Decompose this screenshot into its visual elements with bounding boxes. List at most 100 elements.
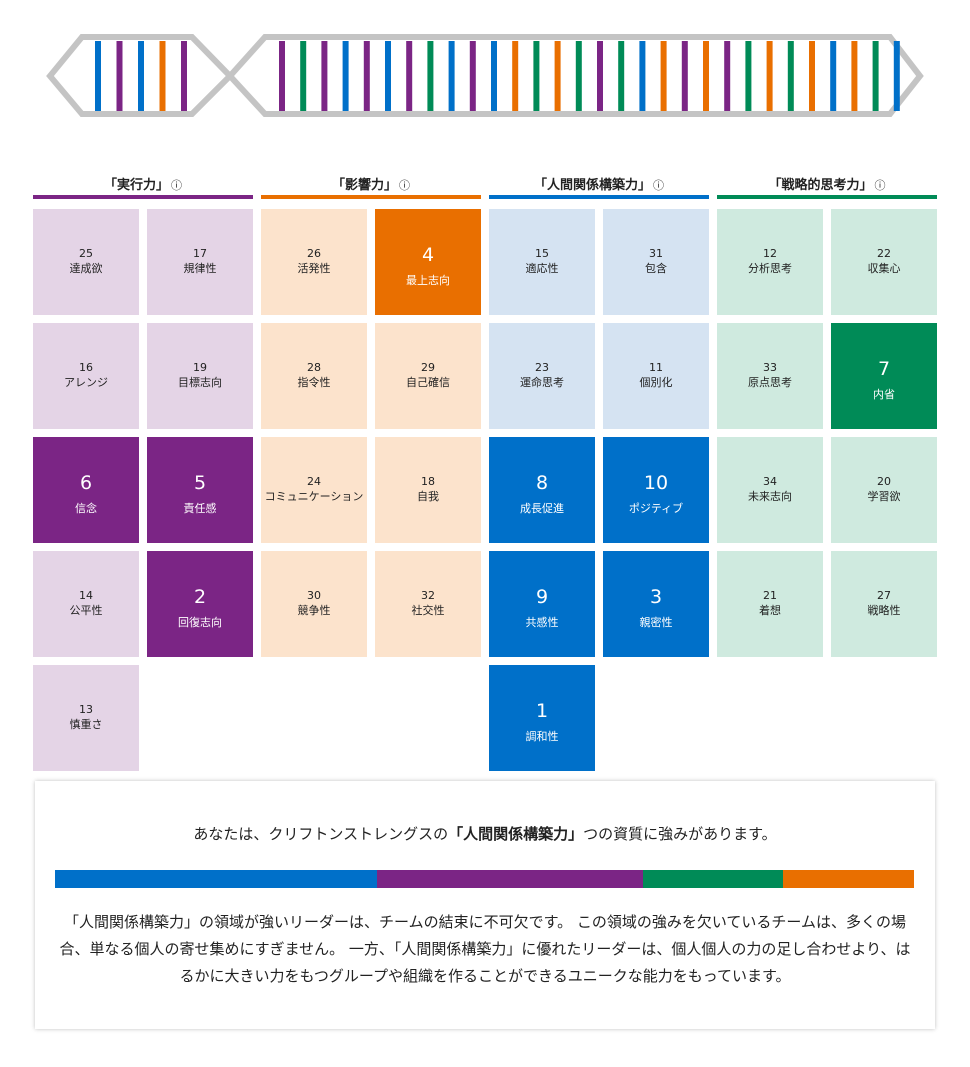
dna-stripe-executing (116, 41, 123, 111)
theme-rank: 34 (763, 475, 777, 488)
info-icon[interactable]: ⓘ (171, 179, 182, 192)
theme-tile[interactable]: 19 目標志向 (147, 323, 253, 429)
theme-tile[interactable]: 10 ポジティブ (603, 437, 709, 543)
theme-name: 包含 (645, 262, 667, 275)
theme-rank: 32 (421, 589, 435, 602)
theme-tile[interactable]: 4 最上志向 (375, 209, 481, 315)
theme-tile[interactable]: 5 責任感 (147, 437, 253, 543)
dna-stripe-influencing (766, 41, 773, 111)
dna-stripe-relationship (893, 41, 900, 111)
domain-color-bar (261, 195, 481, 199)
dna-stripe-strategic (533, 41, 540, 111)
theme-tile[interactable]: 11 個別化 (603, 323, 709, 429)
domain-title: 「実行力」 ⓘ (33, 174, 253, 193)
dna-stripe-strategic (872, 41, 879, 111)
domain-color-bar (33, 195, 253, 199)
theme-tile[interactable]: 32 社交性 (375, 551, 481, 657)
dna-stripe-strategic (618, 41, 625, 111)
theme-tile[interactable]: 6 信念 (33, 437, 139, 543)
theme-name: 責任感 (183, 502, 217, 515)
theme-name: 慎重さ (69, 718, 103, 731)
theme-tile[interactable]: 33 原点思考 (717, 323, 823, 429)
theme-tile[interactable]: 26 活発性 (261, 209, 367, 315)
theme-rank: 33 (763, 361, 777, 374)
theme-tile[interactable]: 31 包含 (603, 209, 709, 315)
theme-name: ポジティブ (628, 502, 684, 515)
theme-name: 着想 (759, 604, 781, 617)
theme-tile[interactable]: 18 自我 (375, 437, 481, 543)
theme-tile[interactable]: 16 アレンジ (33, 323, 139, 429)
domain-title-text: 「影響力」 (331, 178, 397, 193)
theme-tile[interactable]: 28 指令性 (261, 323, 367, 429)
theme-tile[interactable]: 23 運命思考 (489, 323, 595, 429)
dna-stripe-executing (681, 41, 688, 111)
theme-tile[interactable]: 27 戦略性 (831, 551, 937, 657)
theme-name: 学習欲 (867, 490, 901, 503)
theme-tile[interactable]: 17 規律性 (147, 209, 253, 315)
theme-name: 競争性 (297, 604, 331, 617)
dna-stripe-influencing (554, 41, 561, 111)
theme-rank: 17 (193, 247, 207, 260)
theme-name: 運命思考 (520, 376, 564, 389)
theme-tile[interactable]: 15 適応性 (489, 209, 595, 315)
theme-tile[interactable]: 21 着想 (717, 551, 823, 657)
theme-tile[interactable]: 8 成長促進 (489, 437, 595, 543)
theme-tile[interactable]: 20 学習欲 (831, 437, 937, 543)
strengths-dna-graphic (46, 34, 924, 117)
dna-stripe-executing (279, 41, 285, 111)
domain-title-text: 「人間関係構築力」 (533, 178, 651, 193)
theme-rank: 3 (649, 586, 663, 608)
dna-stripe-influencing (851, 41, 858, 111)
theme-name: 最上志向 (406, 274, 450, 287)
theme-tile[interactable]: 24 コミュニケーション (261, 437, 367, 543)
theme-tile[interactable]: 14 公平性 (33, 551, 139, 657)
theme-tile[interactable]: 2 回復志向 (147, 551, 253, 657)
dna-stripe-relationship (342, 41, 349, 111)
theme-rank: 6 (79, 472, 93, 494)
theme-rank: 30 (307, 589, 321, 602)
distribution-segment-executing (377, 870, 644, 888)
theme-tile[interactable]: 13 慎重さ (33, 665, 139, 771)
dna-stripe-relationship (138, 41, 144, 111)
theme-name: 自己確信 (406, 376, 450, 389)
theme-name: 内省 (873, 388, 895, 401)
theme-name: 成長促進 (520, 502, 564, 515)
domain-header-influencing: 「影響力」 ⓘ (261, 172, 481, 199)
distribution-segment-relationship (55, 870, 378, 888)
dna-stripe-relationship (491, 41, 497, 111)
theme-rank: 20 (877, 475, 891, 488)
dna-right-frame (225, 34, 924, 117)
theme-name: 適応性 (525, 262, 559, 275)
theme-tile[interactable]: 30 競争性 (261, 551, 367, 657)
theme-name: 調和性 (525, 730, 559, 743)
info-icon[interactable]: ⓘ (653, 179, 664, 192)
domain-header-strategic: 「戦略的思考力」 ⓘ (717, 172, 937, 199)
distribution-segment-strategic (643, 870, 784, 888)
domain-header-relationship: 「人間関係構築力」 ⓘ (489, 172, 709, 199)
domain-distribution-bar (55, 870, 914, 888)
theme-tile[interactable]: 3 親密性 (603, 551, 709, 657)
theme-tile[interactable]: 1 調和性 (489, 665, 595, 771)
theme-rank: 15 (535, 247, 549, 260)
theme-rank: 21 (763, 589, 777, 602)
info-icon[interactable]: ⓘ (874, 179, 886, 192)
dna-stripe-influencing (703, 41, 709, 111)
theme-rank: 10 (643, 472, 669, 494)
theme-tile[interactable]: 34 未来志向 (717, 437, 823, 543)
theme-tile[interactable]: 25 達成欲 (33, 209, 139, 315)
theme-rank: 2 (193, 586, 207, 608)
dna-stripe-strategic (427, 41, 434, 111)
dna-stripe-executing (724, 41, 731, 111)
theme-name: 自我 (417, 490, 439, 503)
theme-name: 原点思考 (748, 376, 792, 389)
theme-name: 分析思考 (748, 262, 792, 275)
theme-name: 信念 (75, 502, 97, 515)
dna-stripe-influencing (159, 41, 166, 111)
theme-tile[interactable]: 12 分析思考 (717, 209, 823, 315)
theme-tile[interactable]: 7 内省 (831, 323, 937, 429)
domain-title-text: 「戦略的思考力」 (768, 178, 873, 193)
info-icon[interactable]: ⓘ (399, 179, 410, 192)
theme-tile[interactable]: 9 共感性 (489, 551, 595, 657)
theme-tile[interactable]: 22 収集心 (831, 209, 937, 315)
theme-tile[interactable]: 29 自己確信 (375, 323, 481, 429)
